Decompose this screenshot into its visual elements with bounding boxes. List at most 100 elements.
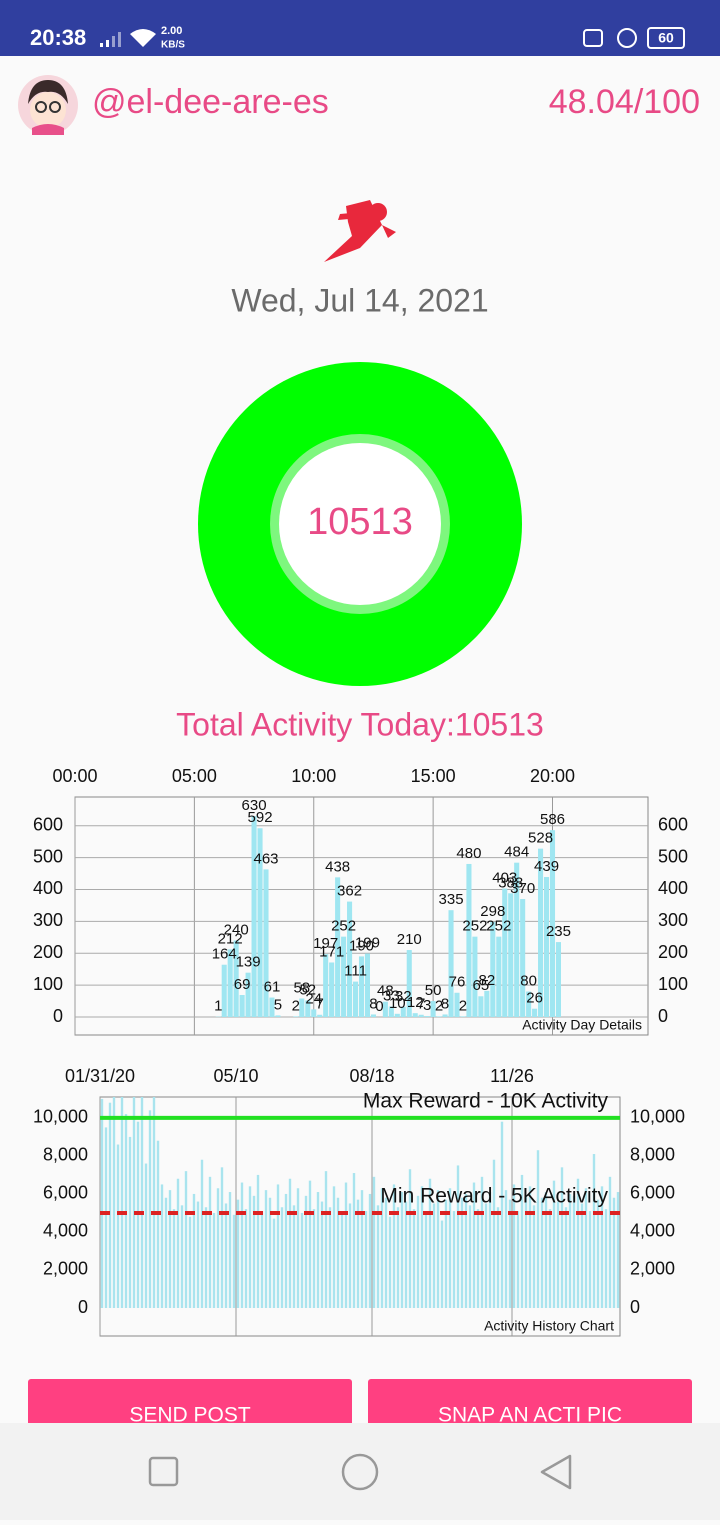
data-label: 252 [486, 918, 511, 935]
bar [313, 1209, 315, 1308]
data-label: 111 [344, 963, 367, 980]
battery: 60 [658, 30, 674, 46]
bar [109, 1103, 111, 1308]
bar [549, 1209, 551, 1308]
y-tick-label: 400 [33, 878, 63, 898]
x-tick-label: 01/31/20 [65, 1066, 135, 1086]
limit-label: Max Reward - 10K Activity [363, 1089, 609, 1112]
bar [443, 1014, 448, 1017]
data-label: 8 [441, 995, 449, 1012]
bar [205, 1207, 207, 1308]
bar [417, 1196, 419, 1308]
bar [537, 1150, 539, 1308]
speed: 2.00 [161, 25, 182, 37]
bar [117, 1145, 119, 1308]
bar [177, 1179, 179, 1308]
total-text: Total Activity Today:10513 [176, 706, 544, 742]
bar [113, 1097, 115, 1308]
bar [466, 864, 471, 1017]
bar [237, 1200, 239, 1308]
bar [157, 1141, 159, 1308]
y2-tick-label: 10,000 [630, 1107, 685, 1127]
bar [385, 1198, 387, 1308]
bar [556, 942, 561, 1017]
ring-value: 10513 [307, 501, 413, 543]
bar [275, 1015, 280, 1017]
data-label: 82 [479, 972, 496, 989]
data-label: 528 [528, 830, 553, 847]
y2-tick-label: 8,000 [630, 1145, 675, 1165]
bar [299, 999, 304, 1017]
bar [185, 1171, 187, 1308]
bar [533, 1205, 535, 1308]
bar [597, 1200, 599, 1308]
bar [301, 1213, 303, 1308]
data-label: 171 [319, 943, 344, 960]
bar [485, 1203, 487, 1308]
bar [165, 1198, 167, 1308]
x-tick-label: 10:00 [291, 766, 336, 786]
bar [397, 1207, 399, 1308]
time: 20:38 [30, 25, 86, 50]
bar [252, 816, 257, 1017]
bar [289, 1179, 291, 1308]
data-label: 484 [504, 844, 529, 861]
bar [323, 954, 328, 1017]
bar [469, 1205, 471, 1308]
bar [589, 1211, 591, 1308]
bar [273, 1219, 275, 1308]
nav-bar [0, 1423, 720, 1520]
data-label: 370 [510, 880, 535, 897]
chart-description: Activity Day Details [522, 1017, 642, 1033]
bar [517, 1211, 519, 1308]
speed-unit: KB/S [161, 40, 185, 51]
y-tick-label: 100 [33, 974, 63, 994]
bar [617, 1192, 619, 1308]
bar [241, 1183, 243, 1308]
data-label: 199 [355, 935, 380, 952]
data-label: 362 [337, 883, 362, 900]
bar [221, 1167, 223, 1308]
bar [293, 1016, 298, 1017]
status-bar [0, 0, 720, 56]
runner-icon [324, 200, 396, 262]
bar [593, 1154, 595, 1308]
bar [197, 1202, 199, 1308]
data-label: 80 [520, 972, 537, 989]
bar [209, 1177, 211, 1308]
data-label: 3 [423, 997, 431, 1014]
bar [149, 1110, 151, 1308]
y-tick-label: 2,000 [43, 1259, 88, 1279]
y2-tick-label: 4,000 [630, 1221, 675, 1241]
bar [213, 1213, 215, 1308]
bar [245, 1209, 247, 1308]
bar [425, 1016, 430, 1017]
data-label: 69 [234, 976, 251, 993]
x-tick-label: 08/18 [349, 1066, 394, 1086]
bar [605, 1209, 607, 1308]
bar [489, 1192, 491, 1308]
y-tick-label: 10,000 [33, 1107, 88, 1127]
bar [361, 1190, 363, 1308]
bar [317, 1192, 319, 1308]
bar [257, 1175, 259, 1308]
bar [395, 1014, 400, 1017]
bar [145, 1164, 147, 1308]
bar [329, 1207, 331, 1308]
x-tick-label: 20:00 [530, 766, 575, 786]
bar [520, 899, 525, 1017]
bar [389, 1217, 391, 1308]
data-label: 164 [212, 946, 237, 963]
data-label: 2 [292, 997, 300, 1014]
score: 48.04/100 [549, 83, 700, 121]
bar [105, 1127, 107, 1308]
y2-tick-label: 300 [658, 910, 688, 930]
bar [365, 1211, 367, 1308]
x-tick-label: 11/26 [490, 1066, 534, 1086]
bar [169, 1190, 171, 1308]
bar [437, 1190, 439, 1308]
y-tick-label: 200 [33, 942, 63, 962]
bar [261, 1211, 263, 1308]
avatar[interactable] [18, 75, 78, 135]
bar [225, 1203, 227, 1308]
